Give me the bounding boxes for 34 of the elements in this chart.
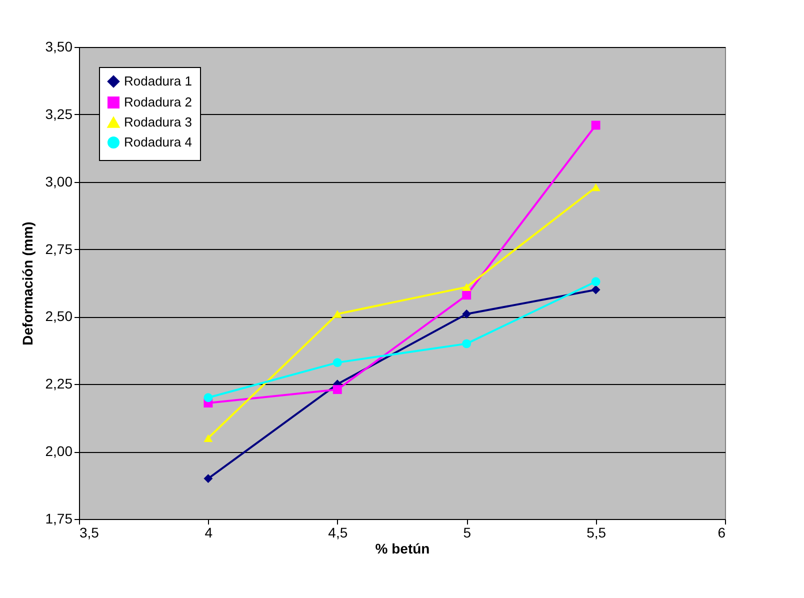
y-tick-label: 2,75	[45, 240, 73, 257]
point	[204, 434, 213, 442]
point	[591, 277, 600, 286]
y-tick-label: 2,50	[45, 308, 73, 324]
point	[591, 285, 600, 294]
x-tick-label: 5,5	[586, 524, 606, 540]
x-tick-label: 6	[718, 524, 726, 540]
y-tick-label: 3,50	[45, 38, 73, 54]
point	[332, 385, 342, 394]
point	[204, 393, 213, 402]
point	[462, 283, 472, 291]
point	[332, 358, 342, 368]
y-tick-label: 2,25	[45, 376, 73, 392]
legend-label: Rodadura 1	[124, 74, 192, 88]
point	[462, 339, 472, 348]
point	[591, 120, 600, 130]
x-tick-label: 4	[204, 524, 213, 540]
y-tick-label: 3,25	[45, 106, 73, 122]
x-axis-title: % betún	[375, 540, 430, 556]
y-tick-label: 3,00	[45, 173, 73, 190]
legend-label: Rodadura 2	[124, 94, 192, 110]
point	[332, 310, 342, 318]
x-tick-label: 4,5	[328, 524, 348, 540]
point	[462, 310, 472, 318]
point	[462, 290, 472, 300]
y-tick-label: 1,75	[45, 510, 73, 526]
y-axis-title: Deformación (mm)	[19, 222, 36, 346]
legend-label: Rodadura 3	[124, 114, 192, 130]
y-tick-label: 2,00	[45, 443, 73, 460]
legend-label: Rodadura 4	[124, 134, 192, 150]
point	[591, 183, 600, 192]
x-tick-label: 3,5	[80, 524, 100, 540]
x-tick-label: 5	[463, 524, 472, 540]
point	[204, 474, 213, 484]
